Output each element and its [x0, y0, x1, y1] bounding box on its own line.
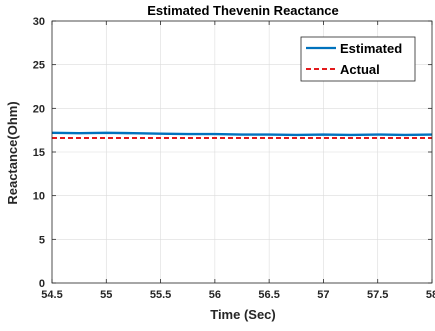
y-tick-label: 0 — [39, 278, 45, 290]
y-tick-label: 10 — [33, 191, 45, 203]
x-tick-label: 57.5 — [367, 289, 388, 301]
y-tick-label: 5 — [39, 234, 45, 246]
x-tick-label: 58 — [426, 289, 435, 301]
y-tick-label: 15 — [33, 147, 45, 159]
y-tick-labels: 0 5 10 15 20 25 30 — [33, 16, 45, 290]
series-layer — [51, 131, 433, 140]
y-axis-title: Reactance(Ohm) — [5, 101, 20, 204]
x-tick-label: 55 — [100, 289, 112, 301]
chart-title: Estimated Thevenin Reactance — [147, 3, 338, 18]
legend: Estimated Actual — [300, 36, 416, 82]
y-tick-label: 20 — [33, 103, 45, 115]
x-tick-label: 55.5 — [150, 289, 171, 301]
y-tick-label: 30 — [33, 16, 45, 28]
legend-label-actual: Actual — [340, 62, 380, 77]
legend-box — [300, 36, 416, 82]
x-tick-labels: 54.5 55 55.5 56 56.5 57 57.5 58 — [41, 289, 435, 301]
x-axis-title: Time (Sec) — [210, 307, 276, 322]
tick-marks — [51, 20, 433, 284]
x-tick-label: 57 — [317, 289, 329, 301]
series-line-estimated — [51, 131, 433, 137]
x-tick-label: 56.5 — [258, 289, 279, 301]
x-tick-label: 54.5 — [41, 289, 62, 301]
legend-label-estimated: Estimated — [340, 41, 402, 56]
x-tick-label: 56 — [209, 289, 221, 301]
y-tick-label: 25 — [33, 60, 45, 72]
